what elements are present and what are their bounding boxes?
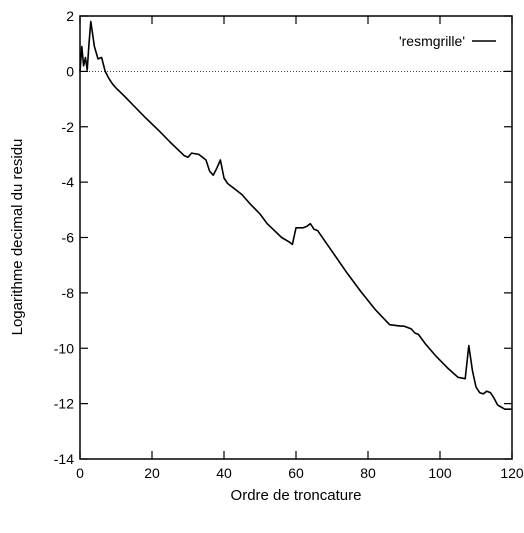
x-axis-label: Ordre de troncature bbox=[231, 487, 362, 504]
x-tick-label: 120 bbox=[500, 465, 524, 481]
y-tick-label: -14 bbox=[54, 451, 74, 467]
y-tick-label: -6 bbox=[62, 230, 75, 246]
y-tick-label: -10 bbox=[54, 340, 74, 356]
plot-frame bbox=[79, 15, 513, 460]
y-tick-label: -4 bbox=[62, 174, 75, 190]
y-tick-label: -8 bbox=[62, 285, 75, 301]
x-tick-label: 0 bbox=[76, 465, 84, 481]
legend-label: 'resmgrille' bbox=[399, 33, 465, 49]
ticks bbox=[79, 15, 513, 460]
x-tick-label: 100 bbox=[428, 465, 452, 481]
y-tick-label: -12 bbox=[54, 396, 74, 412]
x-tick-label: 60 bbox=[288, 465, 304, 481]
legend: 'resmgrille' bbox=[399, 33, 496, 49]
x-tick-label: 40 bbox=[216, 465, 232, 481]
x-tick-label: 20 bbox=[144, 465, 160, 481]
y-tick-label: -2 bbox=[62, 119, 75, 135]
series-group bbox=[79, 20, 512, 411]
series-line-0 bbox=[79, 20, 512, 411]
y-tick-label: 0 bbox=[66, 63, 74, 79]
x-tick-label: 80 bbox=[360, 465, 376, 481]
y-axis-label: Logarithme decimal du residu bbox=[9, 139, 26, 336]
y-tick-label: 2 bbox=[66, 8, 74, 24]
